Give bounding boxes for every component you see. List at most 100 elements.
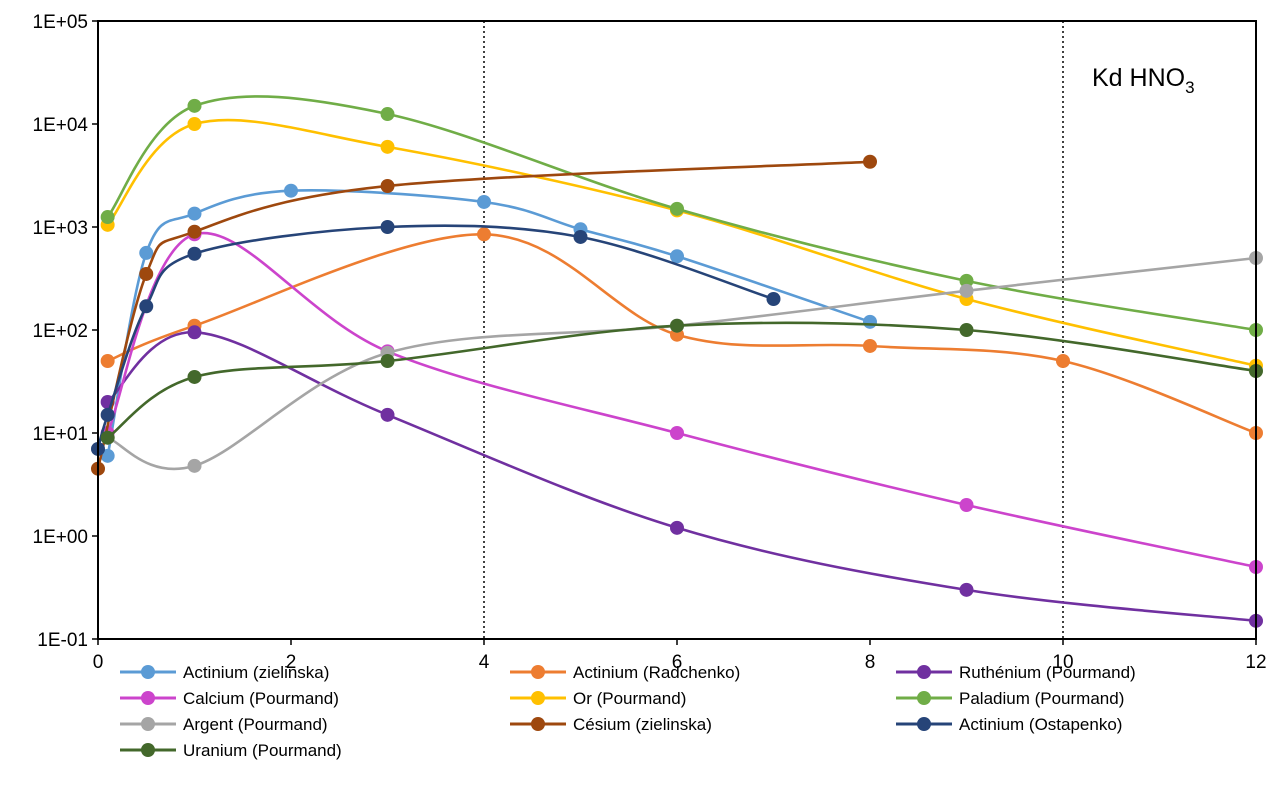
- data-point: [670, 426, 684, 440]
- x-tick-label: 2: [286, 652, 297, 673]
- x-tick-label: 6: [672, 652, 683, 673]
- y-tick-label: 1E+03: [33, 218, 88, 239]
- data-point: [959, 323, 974, 337]
- data-point: [187, 369, 202, 384]
- legend-label: Argent (Pourmand): [183, 715, 328, 734]
- chart-title-subscript: 3: [1185, 78, 1194, 97]
- data-point: [766, 291, 781, 306]
- data-point: [670, 520, 684, 535]
- legend-item: Paladium (Pourmand): [896, 689, 1124, 708]
- legend-marker: [141, 717, 155, 731]
- legend-marker: [531, 691, 545, 705]
- data-point: [380, 220, 395, 234]
- x-tick-label: 10: [1052, 652, 1073, 673]
- legend-item: Or (Pourmand): [510, 689, 686, 708]
- legend-label: Or (Pourmand): [573, 689, 686, 708]
- data-point: [100, 448, 115, 463]
- legend-label: Calcium (Pourmand): [183, 689, 339, 708]
- legend-marker: [141, 691, 155, 705]
- data-point: [100, 354, 115, 369]
- series-8: [91, 154, 877, 476]
- data-point: [477, 227, 491, 242]
- legend-marker: [531, 665, 545, 679]
- data-point: [477, 194, 491, 209]
- legend-item: Césium (zielinska): [510, 715, 712, 734]
- legend-label: Actinium (Ostapenko): [959, 715, 1122, 734]
- data-point: [187, 246, 202, 261]
- legend-label: Uranium (Pourmand): [183, 741, 342, 760]
- legend-label: Actinium (Radchenko): [573, 663, 740, 682]
- legend-label: Paladium (Pourmand): [959, 689, 1124, 708]
- data-point: [100, 407, 115, 422]
- x-tick-label: 4: [479, 652, 490, 673]
- x-tick-label: 8: [865, 652, 876, 673]
- legend-label: Césium (zielinska): [573, 715, 712, 734]
- series-line: [96, 160, 871, 470]
- data-point: [187, 206, 202, 221]
- series-line: [106, 321, 1257, 439]
- data-point: [139, 266, 154, 281]
- data-point: [863, 338, 877, 353]
- legend: Actinium (zielinska) Actinium (Radchenko)…: [120, 663, 1136, 760]
- data-point: [573, 229, 588, 244]
- data-point: [380, 139, 395, 154]
- data-point: [284, 183, 298, 198]
- legend-label: Ruthénium (Pourmand): [959, 663, 1136, 682]
- data-point: [959, 497, 974, 512]
- legend-item: Uranium (Pourmand): [120, 741, 342, 760]
- data-point: [139, 299, 154, 314]
- y-tick-label: 1E+05: [33, 12, 88, 33]
- legend-item: Argent (Pourmand): [120, 715, 328, 734]
- data-point: [670, 249, 684, 264]
- data-point: [959, 582, 974, 597]
- legend-item: Actinium (Radchenko): [510, 663, 740, 682]
- legend-marker: [531, 717, 545, 731]
- data-point: [863, 154, 877, 169]
- data-point: [863, 314, 877, 329]
- legend-label: Actinium (zielinska): [183, 663, 329, 682]
- chart-title-main: Kd HNO: [1092, 64, 1185, 92]
- data-point: [959, 273, 974, 288]
- legend-marker: [917, 665, 931, 679]
- x-tick-label: 0: [93, 652, 104, 673]
- series-layer: [91, 95, 1263, 628]
- series-4: [100, 227, 1263, 575]
- legend-marker: [917, 717, 931, 731]
- legend-marker: [917, 691, 931, 705]
- data-point: [187, 224, 202, 239]
- series-line: [96, 224, 774, 450]
- reference-lines: [483, 21, 1064, 639]
- series-3: [100, 325, 1263, 628]
- data-point: [187, 117, 202, 131]
- legend-item: Ruthénium (Pourmand): [896, 663, 1136, 682]
- chart-title: Kd HNO3: [1092, 64, 1195, 97]
- data-point: [100, 210, 115, 225]
- legend-item: Actinium (Ostapenko): [896, 715, 1122, 734]
- data-point: [380, 407, 395, 422]
- y-tick-label: 1E+00: [33, 527, 88, 548]
- x-tick-label: 12: [1245, 652, 1266, 673]
- y-tick-label: 1E+04: [33, 115, 89, 136]
- legend-item: Actinium (zielinska): [120, 663, 329, 682]
- data-point: [139, 245, 154, 260]
- data-point: [959, 283, 974, 298]
- axis-ticks: 0 2 4 6 8 10 12 1E-01 1E+00 1E+01 1E+02 1E+03 1E+04 1…: [33, 12, 1267, 673]
- series-line: [106, 231, 1257, 569]
- data-point: [380, 354, 395, 369]
- legend-item: Calcium (Pourmand): [120, 689, 339, 708]
- series-6: [100, 95, 1263, 337]
- data-point: [187, 458, 202, 473]
- data-point: [187, 98, 202, 113]
- data-point: [670, 318, 684, 333]
- y-tick-label: 1E+02: [33, 321, 88, 342]
- legend-marker: [141, 665, 155, 679]
- legend-marker: [141, 743, 155, 757]
- data-point: [100, 430, 115, 445]
- y-tick-label: 1E+01: [33, 424, 88, 445]
- data-point: [187, 325, 202, 340]
- series-line: [106, 330, 1257, 623]
- data-point: [670, 201, 684, 216]
- data-point: [380, 179, 395, 194]
- data-point: [380, 107, 395, 122]
